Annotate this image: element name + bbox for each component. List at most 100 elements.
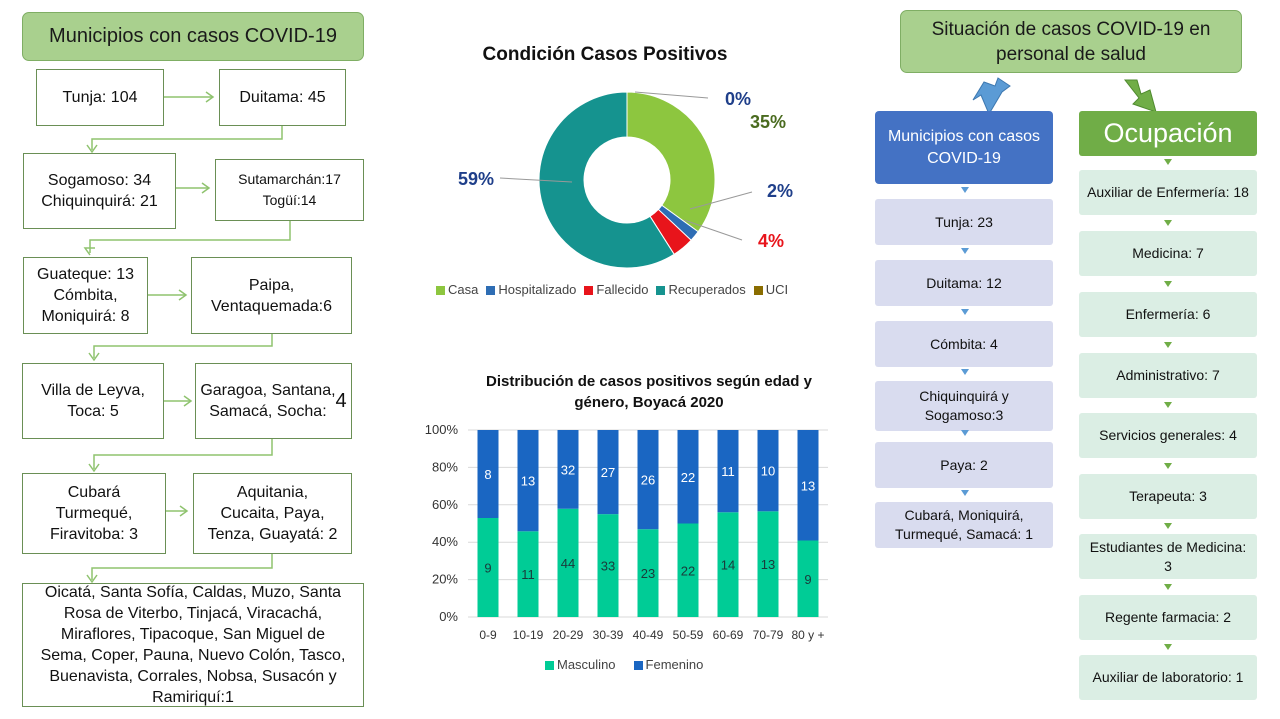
y-tick-label: 20% bbox=[432, 572, 458, 587]
x-tick-label: 30-39 bbox=[593, 628, 624, 642]
legend-swatch bbox=[486, 286, 496, 296]
donut-label-recuperados: 59% bbox=[458, 169, 494, 189]
bar-label-masculino: 14 bbox=[721, 558, 735, 573]
bar-femenino-30-39 bbox=[597, 430, 619, 515]
legend-label: Casa bbox=[448, 282, 479, 297]
small-down-arrow-icon bbox=[961, 248, 969, 254]
small-down-arrow-icon bbox=[1164, 463, 1172, 469]
ocupacion-item: Regente farmacia: 2 bbox=[1079, 595, 1257, 640]
bar-label-masculino: 33 bbox=[601, 559, 615, 574]
bar-masculino-50-59 bbox=[677, 523, 699, 617]
municipio-box-last: Oicatá, Santa Sofía, Caldas, Muzo, Santa… bbox=[22, 583, 364, 707]
y-tick-label: 100% bbox=[425, 422, 459, 437]
donut-slice-casa bbox=[626, 91, 716, 233]
small-down-arrow-icon bbox=[1164, 644, 1172, 650]
small-down-arrow-icon bbox=[961, 187, 969, 193]
donut-legend-item-recuperados: Recuperados bbox=[656, 282, 746, 297]
legend-swatch bbox=[545, 661, 554, 671]
bar-femenino-80 y + bbox=[797, 430, 819, 541]
ocupacion-item: Servicios generales: 4 bbox=[1079, 413, 1257, 458]
municipio-box-2a: Sogamoso: 34 Chiquinquirá: 21 bbox=[23, 153, 176, 229]
legend-swatch bbox=[633, 661, 643, 671]
donut-legend-item-hospitalizado: Hospitalizado bbox=[486, 282, 576, 297]
bar-masculino-0-9 bbox=[477, 518, 499, 617]
bar-label-femenino: 22 bbox=[681, 470, 695, 485]
bar-legend: Masculino Femenino bbox=[545, 657, 805, 672]
donut-legend-item-uci: UCI bbox=[753, 282, 789, 297]
municipio-box-4b-number: 4 bbox=[335, 389, 347, 412]
ocupacion-item: Auxiliar de laboratorio: 1 bbox=[1079, 655, 1257, 700]
blue-down-arrow bbox=[972, 77, 1011, 116]
x-tick-label: 20-29 bbox=[553, 628, 584, 642]
ocupacion-item: Medicina: 7 bbox=[1079, 231, 1257, 276]
donut-leader-line bbox=[683, 219, 743, 241]
municipio-box-1b: Duitama: 45 bbox=[219, 69, 346, 126]
bar-label-femenino: 32 bbox=[561, 462, 575, 477]
legend-swatch bbox=[656, 286, 666, 296]
x-tick-label: 60-69 bbox=[713, 628, 744, 642]
x-tick-label: 40-49 bbox=[633, 628, 664, 642]
legend-swatch bbox=[753, 286, 763, 296]
ocupacion-item: Estudiantes de Medicina: 3 bbox=[1079, 534, 1257, 579]
legend-label: Fallecido bbox=[596, 282, 649, 297]
municipio-salud-item: Cómbita: 4 bbox=[875, 321, 1053, 367]
donut-slice-recuperados bbox=[538, 91, 675, 269]
small-down-arrow-icon bbox=[1164, 281, 1172, 287]
bar-femenino-0-9 bbox=[477, 430, 499, 518]
donut-leader-line bbox=[689, 191, 753, 210]
bar-label-femenino: 11 bbox=[721, 464, 735, 479]
small-down-arrow-icon bbox=[1164, 523, 1172, 529]
municipio-box-4b-text: Garagoa, Santana, Samacá, Socha: bbox=[200, 382, 336, 420]
legend-swatch bbox=[584, 286, 594, 296]
y-tick-label: 80% bbox=[432, 459, 458, 474]
bar-label-femenino: 26 bbox=[641, 473, 655, 488]
donut-leader-line bbox=[634, 91, 709, 99]
municipio-box-4a: Villa de Leyva, Toca: 5 bbox=[22, 363, 164, 439]
donut-title: Condición Casos Positivos bbox=[482, 44, 728, 65]
municipio-box-2b: Sutamarchán:17 Togüí:14 bbox=[215, 159, 364, 221]
x-tick-label: 70-79 bbox=[753, 628, 784, 642]
municipio-box-3a: Guateque: 13 Cómbita, Moniquirá: 8 bbox=[23, 257, 148, 334]
donut-label-fallecido: 4% bbox=[758, 231, 784, 251]
bar-masculino-10-19 bbox=[517, 531, 539, 617]
bar-masculino-40-49 bbox=[637, 529, 659, 617]
ocupacion-item: Enfermería: 6 bbox=[1079, 292, 1257, 337]
bar-femenino-10-19 bbox=[517, 430, 539, 532]
x-tick-label: 10-19 bbox=[513, 628, 544, 642]
bar-label-femenino: 13 bbox=[521, 474, 535, 489]
small-down-arrow-icon bbox=[961, 490, 969, 496]
small-down-arrow-icon bbox=[1164, 220, 1172, 226]
x-tick-label: 80 y + bbox=[791, 628, 824, 642]
municipio-box-5b: Aquitania, Cucaita, Paya, Tenza, Guayatá… bbox=[193, 473, 352, 554]
municipio-salud-item: Tunja: 23 bbox=[875, 199, 1053, 245]
ocupacion-item: Auxiliar de Enfermería: 18 bbox=[1079, 170, 1257, 215]
small-down-arrow-icon bbox=[961, 309, 969, 315]
bar-legend-item-masculino: Masculino bbox=[545, 657, 616, 672]
small-down-arrow-icon bbox=[1164, 159, 1172, 165]
bar-masculino-70-79 bbox=[757, 511, 779, 617]
small-down-arrow-icon bbox=[1164, 342, 1172, 348]
legend-label: Femenino bbox=[645, 657, 704, 672]
legend-swatch bbox=[436, 286, 445, 296]
municipio-box-3b: Paipa, Ventaquemada:6 bbox=[191, 257, 352, 334]
bar-label-masculino: 44 bbox=[561, 556, 575, 571]
bar-label-masculino: 13 bbox=[761, 557, 775, 572]
green-down-arrow bbox=[1123, 79, 1157, 113]
donut-leader-line bbox=[499, 177, 573, 183]
bar-masculino-30-39 bbox=[597, 514, 619, 617]
bar-label-femenino: 8 bbox=[484, 467, 491, 482]
bar-femenino-60-69 bbox=[717, 430, 739, 513]
y-tick-label: 60% bbox=[432, 497, 458, 512]
municipio-salud-item: Chiquinquirá y Sogamoso:3 bbox=[875, 381, 1053, 431]
bar-femenino-40-49 bbox=[637, 430, 659, 530]
x-tick-label: 0-9 bbox=[479, 628, 497, 642]
donut-label-uci: 0% bbox=[725, 89, 751, 109]
bar-femenino-70-79 bbox=[757, 430, 779, 512]
municipio-salud-item: Paya: 2 bbox=[875, 442, 1053, 488]
bar-label-femenino: 10 bbox=[761, 464, 775, 479]
bar-femenino-50-59 bbox=[677, 430, 699, 524]
donut-legend: Casa Hospitalizado Fallecido Recuperados UCI bbox=[436, 282, 816, 297]
municipio-box-1a: Tunja: 104 bbox=[36, 69, 164, 126]
legend-label: Hospitalizado bbox=[498, 282, 577, 297]
legend-label: UCI bbox=[765, 282, 789, 297]
